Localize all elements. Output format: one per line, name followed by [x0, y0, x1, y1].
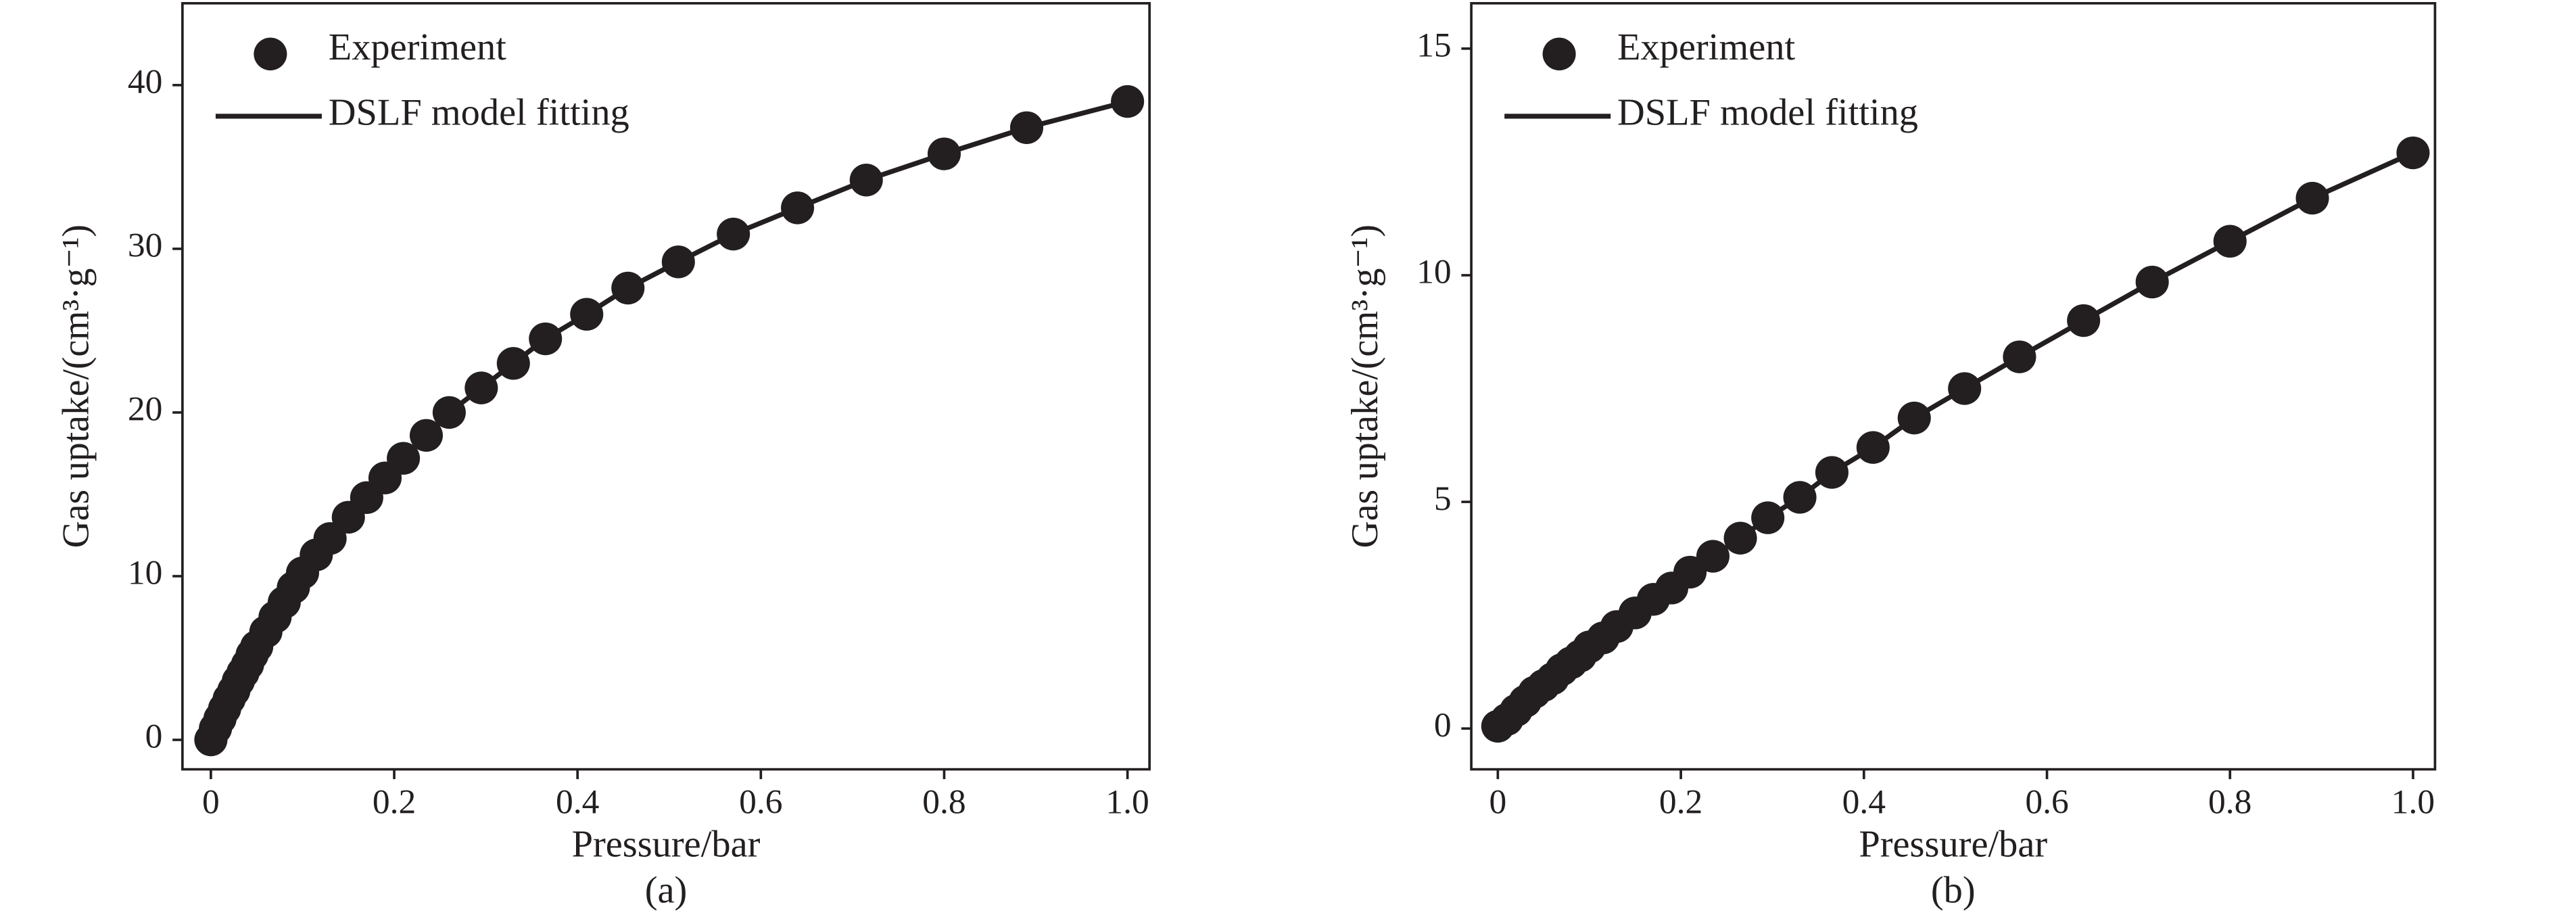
data-point	[2003, 340, 2036, 373]
y-tick-label: 30	[128, 227, 163, 265]
x-tick-label: 1.0	[2391, 783, 2435, 822]
y-axis-label: Gas uptake/(cm³·g⁻¹)	[1344, 225, 1386, 548]
data-point	[849, 164, 883, 197]
chart: 0 0.2 0.4 0.6 0.8 1.0 0 10 20 30 40 Pressure/bar(a)…	[55, 2, 1151, 912]
y-tick-label: 15	[1416, 26, 1452, 65]
data-point	[409, 419, 444, 452]
data-point	[313, 522, 347, 555]
data-point	[2295, 181, 2329, 215]
x-tick-label: 0.8	[2208, 783, 2251, 822]
legend-label: Experiment	[1617, 26, 1796, 68]
data-point	[2067, 304, 2101, 337]
fit-line	[1496, 150, 2414, 728]
y-tick-label: 0	[1434, 706, 1452, 745]
data-point	[611, 271, 645, 305]
data-point	[1751, 501, 1785, 534]
x-tick-label: 0.4	[556, 783, 599, 822]
data-point	[1815, 456, 1848, 489]
data-point	[1783, 481, 1817, 514]
caption: (b)	[1931, 870, 1976, 912]
x-tick-label: 0.4	[1842, 783, 1886, 822]
data-point	[717, 217, 750, 251]
data-point	[387, 442, 421, 475]
data-point	[1009, 111, 1044, 144]
x-tick-label: 0.2	[1659, 783, 1702, 822]
y-tick-label: 10	[1416, 253, 1452, 291]
data-point	[570, 298, 604, 331]
data-point	[529, 322, 563, 356]
fit-line	[208, 99, 1128, 741]
data-point	[2396, 136, 2430, 170]
chart: 0 0.2 0.4 0.6 0.8 1.0 0 5 10 15 Pressure/bar(b) Gas…	[1344, 2, 2437, 912]
data-point	[1696, 540, 1730, 573]
data-point	[1856, 431, 1890, 464]
y-tick-label: 40	[128, 63, 163, 101]
legend-marker	[1542, 37, 1576, 71]
data-point	[781, 191, 815, 225]
x-tick-label: 0	[202, 783, 220, 822]
x-axis-label: Pressure/bar	[572, 824, 761, 866]
data-point	[432, 396, 466, 429]
data-point	[661, 245, 695, 279]
x-tick-label: 0.8	[922, 783, 965, 822]
data-point	[464, 371, 498, 404]
caption: (a)	[645, 870, 688, 912]
y-tick-label: 10	[128, 554, 163, 592]
data-point	[1111, 85, 1145, 118]
x-tick-label: 0.6	[739, 783, 782, 822]
data-point	[2135, 265, 2169, 299]
legend-marker	[254, 37, 287, 71]
data-point	[1948, 372, 1982, 405]
plot-frame	[181, 2, 1151, 771]
x-axis-label: Pressure/bar	[1859, 824, 2047, 866]
x-tick-label: 0.6	[2025, 783, 2068, 822]
x-tick-label: 0	[1489, 783, 1506, 822]
x-tick-label: 1.0	[1105, 783, 1149, 822]
data-point	[1723, 521, 1757, 555]
x-tick-label: 0.2	[373, 783, 416, 822]
data-point	[927, 137, 961, 170]
plot-frame	[1470, 2, 2437, 771]
y-axis-label: Gas uptake/(cm³·g⁻¹)	[55, 225, 97, 548]
data-point	[1897, 401, 1931, 435]
data-point	[496, 347, 530, 380]
y-tick-label: 0	[145, 718, 163, 756]
data-point	[2213, 225, 2247, 258]
legend-label: DSLF model fitting	[1617, 92, 1918, 134]
y-tick-label: 5	[1434, 479, 1452, 518]
legend-label: DSLF model fitting	[329, 92, 629, 134]
legend-label: Experiment	[329, 26, 507, 68]
y-tick-label: 20	[128, 390, 163, 429]
